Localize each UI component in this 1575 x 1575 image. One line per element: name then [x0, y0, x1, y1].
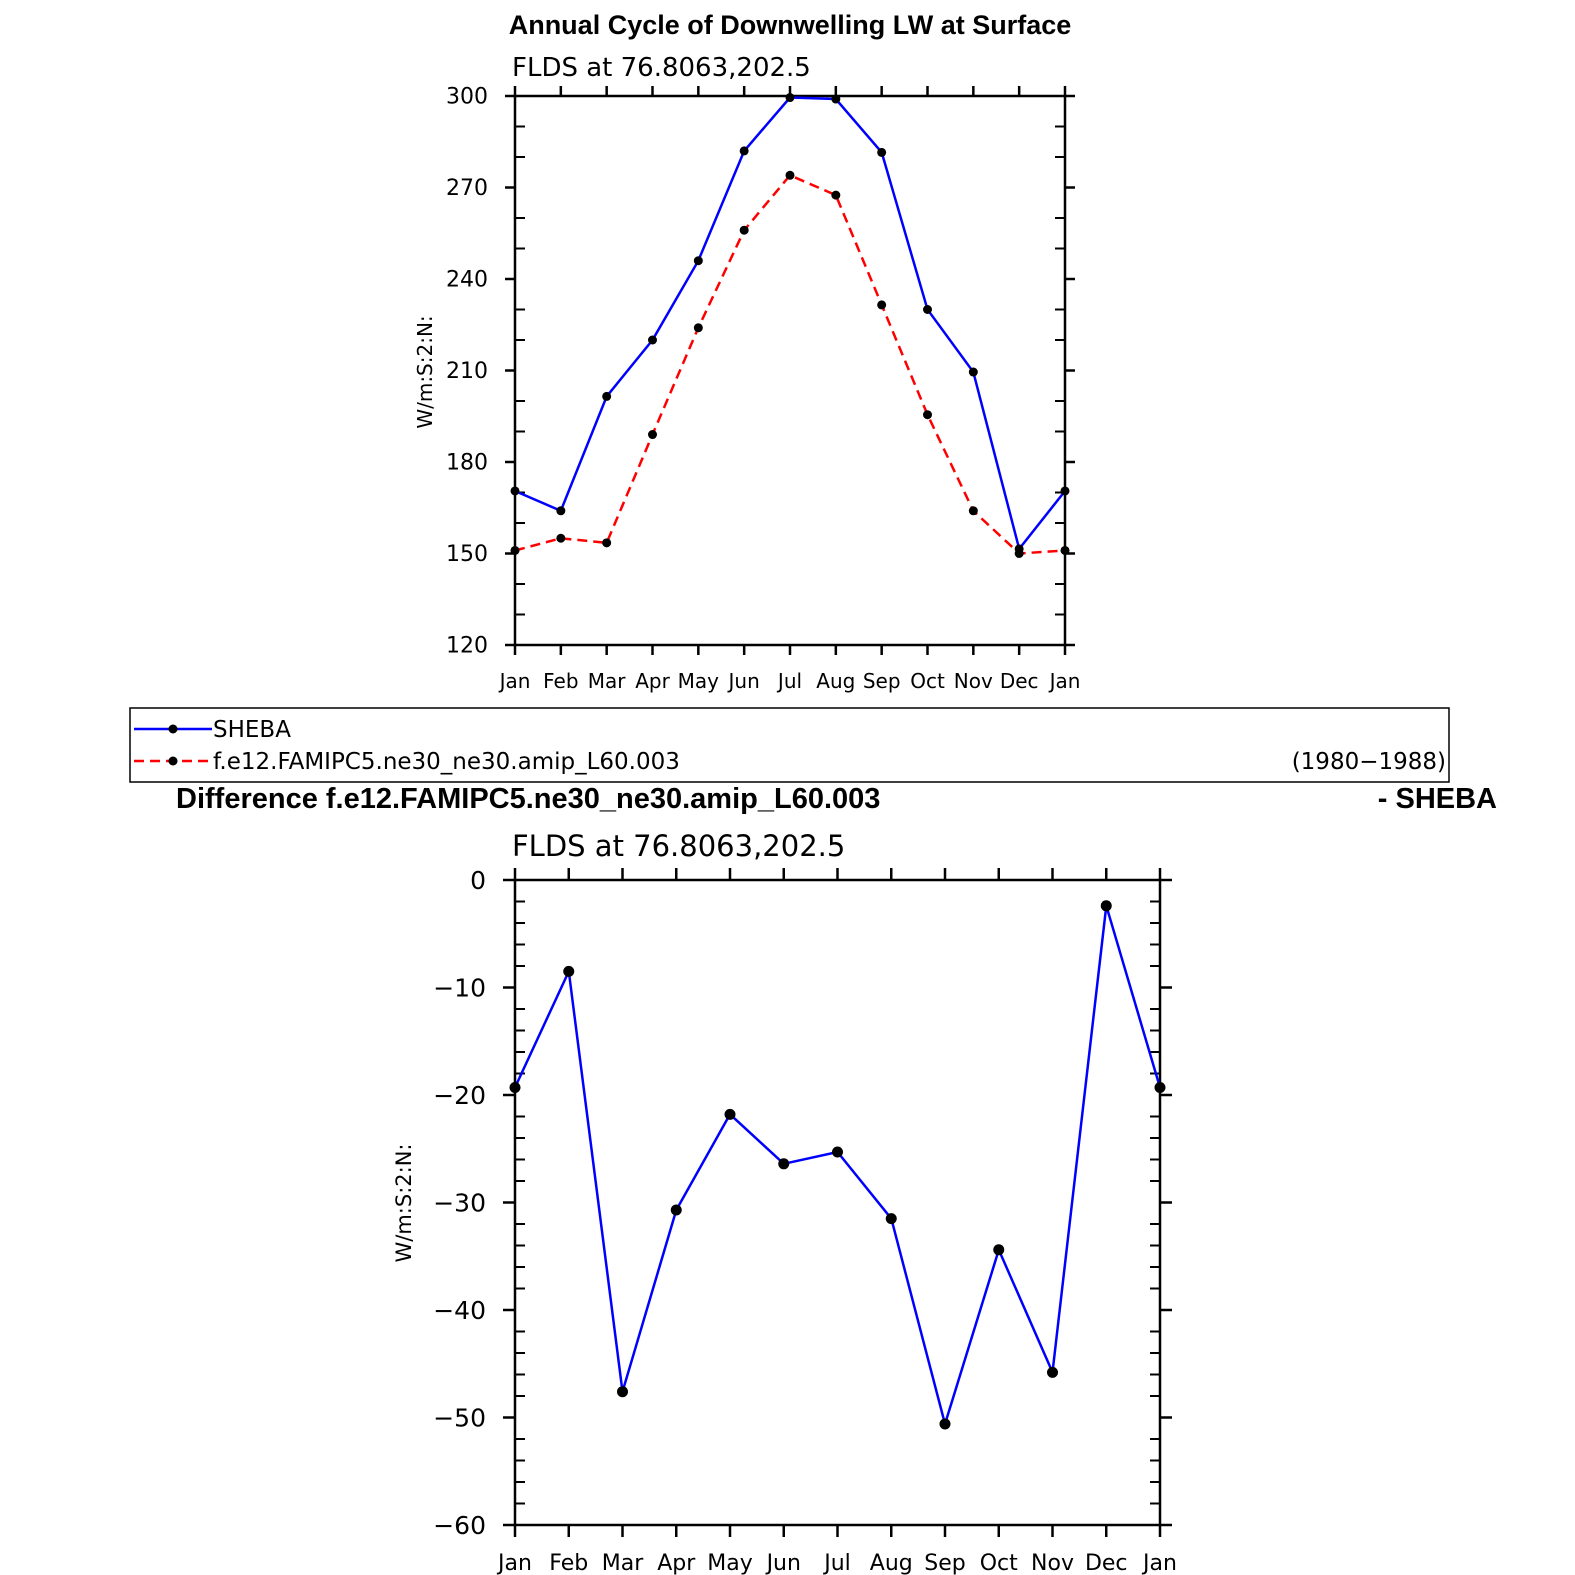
x-tick-label: Aug: [816, 669, 855, 693]
y-tick-label: 270: [446, 176, 488, 201]
x-tick-label: Oct: [980, 1551, 1018, 1575]
data-point: [1154, 1081, 1166, 1093]
x-tick-label: Jan: [1141, 1551, 1177, 1575]
x-tick-label: Sep: [863, 669, 901, 693]
data-point: [939, 1418, 951, 1430]
data-point: [785, 93, 795, 103]
data-point: [510, 545, 520, 555]
data-point: [785, 170, 795, 180]
x-tick-label: Apr: [657, 1551, 696, 1575]
data-point: [778, 1158, 790, 1170]
legend: SHEBA f.e12.FAMIPC5.ne30_ne30.amip_L60.0…: [129, 707, 1450, 783]
data-point: [617, 1386, 628, 1398]
data-point: [831, 190, 841, 200]
x-tick-label: Jun: [727, 669, 760, 693]
legend-marker-model: [168, 756, 178, 766]
data-point: [648, 430, 657, 440]
legend-box: [129, 707, 1450, 783]
y-tick-label: 120: [446, 634, 488, 659]
x-tick-label: Aug: [870, 1551, 913, 1575]
data-point: [968, 367, 978, 377]
series-line-0: [514, 96, 1066, 552]
plot-frame: [513, 878, 1162, 1527]
data-point: [693, 323, 703, 333]
series-line-0: [513, 905, 1162, 1429]
x-tick-label: May: [678, 669, 720, 693]
data-point: [739, 225, 749, 235]
x-tick-label: Jan: [496, 1551, 532, 1575]
data-point: [724, 1108, 736, 1120]
x-tick-label: Mar: [588, 669, 627, 693]
x-tick-label: Jul: [776, 669, 802, 693]
data-point: [877, 147, 887, 157]
x-tick-label: Jan: [1048, 669, 1081, 693]
data-point: [602, 538, 612, 548]
y-tick-label: −20: [433, 1081, 486, 1110]
x-tick-label: Feb: [549, 1551, 588, 1575]
y-tick-label: −10: [433, 973, 486, 1002]
chart-subtitle: FLDS at 76.8063,202.5: [512, 829, 845, 863]
y-tick-label: 180: [446, 451, 488, 476]
data-point: [693, 256, 703, 266]
data-point: [923, 410, 932, 420]
data-point: [877, 300, 887, 310]
legend-label-sheba: SHEBA: [213, 717, 291, 743]
x-tick-label: Mar: [602, 1551, 644, 1575]
data-point: [885, 1213, 897, 1225]
y-axis-label: W/m:S:2:N:: [413, 315, 437, 428]
data-point: [1047, 1366, 1058, 1378]
x-tick-label: Jul: [822, 1551, 851, 1575]
series-line-1: [514, 173, 1066, 555]
y-tick-label: 300: [446, 85, 488, 110]
data-point: [602, 391, 612, 401]
y-axis-label: W/m:S:2:N:: [392, 1144, 416, 1263]
x-tick-label: Feb: [543, 669, 578, 693]
data-point: [968, 506, 978, 516]
legend-label-model: f.e12.FAMIPC5.ne30_ne30.amip_L60.003: [213, 749, 680, 775]
x-tick-label: May: [707, 1551, 752, 1575]
data-point: [993, 1244, 1005, 1256]
data-point: [556, 506, 566, 516]
y-tick-label: −60: [433, 1511, 486, 1540]
difference-title: Difference f.e12.FAMIPC5.ne30_ne30.amip_…: [176, 783, 880, 815]
annual-cycle-chart: Annual Cycle of Downwelling LW at Surfac…: [413, 10, 1080, 693]
data-point: [831, 94, 841, 104]
x-tick-label: Jan: [498, 669, 531, 693]
data-point: [739, 146, 749, 156]
y-tick-label: −30: [433, 1188, 486, 1217]
legend-period: (1980−1988): [1292, 749, 1446, 775]
data-point: [670, 1204, 682, 1216]
x-tick-label: Dec: [1085, 1551, 1128, 1575]
x-tick-label: Nov: [954, 669, 993, 693]
difference-title-suffix: - SHEBA: [1378, 783, 1497, 815]
data-point: [563, 965, 575, 977]
y-tick-label: 0: [470, 866, 486, 895]
data-point: [832, 1146, 843, 1158]
difference-chart: Difference f.e12.FAMIPC5.ne30_ne30.amip_…: [176, 783, 1497, 1575]
x-tick-label: Dec: [1000, 669, 1039, 693]
y-tick-label: 210: [446, 359, 488, 384]
data-point: [510, 486, 520, 496]
y-tick-label: 150: [446, 542, 488, 567]
chart-subtitle: FLDS at 76.8063,202.5: [512, 53, 811, 83]
data-point: [1014, 549, 1024, 558]
y-tick-label: 240: [446, 268, 488, 293]
data-point: [1100, 900, 1112, 912]
legend-marker-sheba: [168, 724, 178, 734]
x-tick-label: Jun: [765, 1551, 801, 1575]
data-point: [923, 305, 932, 314]
data-point: [1060, 486, 1070, 496]
data-point: [556, 533, 566, 543]
data-point: [648, 335, 657, 345]
x-tick-label: Apr: [635, 669, 670, 693]
chart-title: Annual Cycle of Downwelling LW at Surfac…: [509, 10, 1072, 40]
x-tick-label: Oct: [910, 669, 945, 693]
data-point: [509, 1081, 521, 1093]
y-tick-label: −50: [433, 1403, 486, 1432]
data-point: [1060, 545, 1070, 555]
y-tick-label: −40: [433, 1296, 486, 1325]
x-tick-label: Sep: [924, 1551, 965, 1575]
x-tick-label: Nov: [1031, 1551, 1074, 1575]
